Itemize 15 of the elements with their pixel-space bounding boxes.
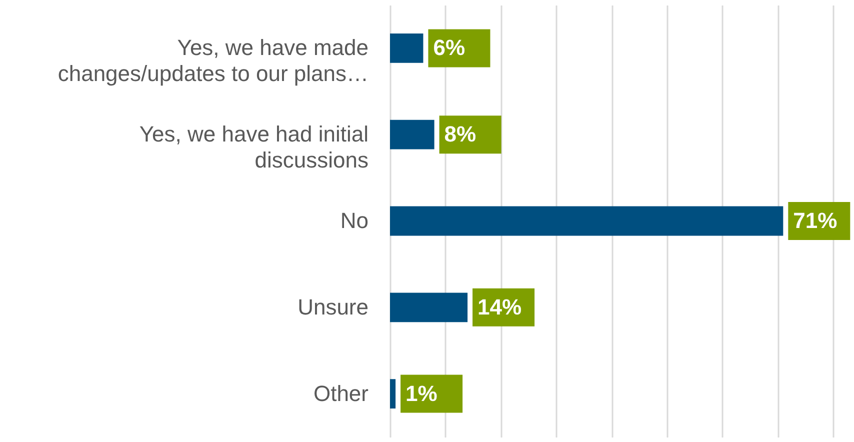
y-tick-label: No <box>340 208 368 233</box>
data-label: 71% <box>793 208 838 233</box>
y-tick-label: Unsure <box>298 294 368 320</box>
bar <box>390 34 424 63</box>
bar <box>390 206 784 236</box>
bar <box>390 379 396 408</box>
bar <box>390 120 434 150</box>
bar <box>390 292 468 322</box>
data-label: 14% <box>478 294 522 320</box>
data-label: 6% <box>433 35 466 60</box>
y-tick-label: Yes, we have had initial discussions <box>139 122 368 173</box>
data-label: 1% <box>406 380 438 406</box>
data-label: 8% <box>444 122 476 147</box>
y-tick-label: Other <box>313 380 368 406</box>
y-tick-label: Yes, we have made changes/updates to our plans… <box>58 35 368 86</box>
